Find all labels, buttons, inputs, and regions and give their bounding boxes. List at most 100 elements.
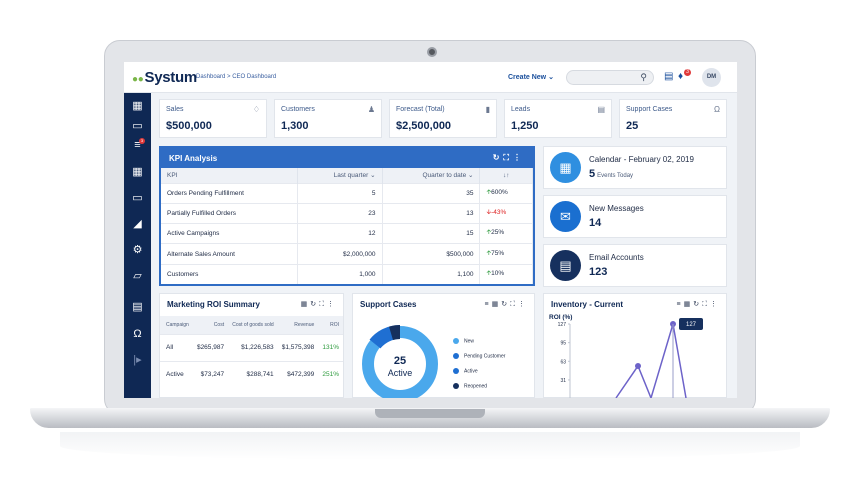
calendar-icon: ▦ [550,152,581,183]
refresh-icon[interactable]: ↻ [492,153,504,162]
arrow-up-icon: 🡩 [486,249,492,257]
change-value: 10% [491,270,505,278]
app-logo[interactable]: ●●Systum [132,69,197,86]
refresh-icon[interactable]: ↻ [693,301,703,308]
col-revenue[interactable]: Revenue [277,316,319,334]
mail-icon: ✉ [550,201,581,232]
refresh-icon[interactable]: ↻ [310,301,320,308]
cell: $265,987 [192,333,229,361]
expand-icon[interactable]: ⛶ [510,301,518,308]
roi-tools[interactable]: ▦↻⛶⋮ [301,300,337,309]
table-row[interactable]: Alternate Sales Amount $2,000,000 $500,000… [161,243,533,265]
keyboard-icon: ▤ [597,105,605,114]
document-icon[interactable]: ▤ [664,71,674,82]
box-icon[interactable]: ▭ [132,192,143,204]
table-row[interactable]: All $265,987 $1,226,583 $1,575,398 131% [160,333,343,361]
calendar-icon[interactable]: ▦ [683,301,694,308]
more-icon[interactable]: ⋮ [710,301,720,308]
list-icon[interactable]: ≡ [676,301,684,308]
card-title: Calendar - February 02, 2019 [589,155,694,164]
stat-label: Customers [281,106,315,113]
stat-label: Leads [511,106,531,113]
table-row[interactable]: Partially Fulfilled Orders 23 13 🡫-43% [161,202,533,224]
grid-icon[interactable]: ▦ [132,100,143,112]
search-input[interactable]: ⚲ [566,70,654,85]
stat-label: Support Cases [626,106,673,113]
calendar-icon[interactable]: ▦ [300,301,311,308]
headset-icon[interactable]: Ω [133,328,142,340]
table-row[interactable]: Orders Pending Fulfillment 5 35 🡩600% [161,182,533,204]
card-icon[interactable]: ▤ [132,301,143,313]
cell: $1,575,398 [277,333,319,361]
expand-icon[interactable]: ⛶ [503,153,513,162]
table-row[interactable]: Active $73,247 $288,741 $472,399 251% [160,360,343,388]
more-icon[interactable]: ⋮ [513,153,525,162]
laptop-notch [375,409,485,418]
calendar-icon[interactable]: ▦ [491,301,502,308]
arrow-up-icon: 🡩 [486,229,492,237]
table-icon[interactable]: ▦ [132,166,143,178]
messages-card[interactable]: ✉ New Messages 14 [543,195,727,238]
more-icon[interactable]: ⋮ [518,301,528,308]
notification-badge: 3 [684,69,691,76]
col-roi[interactable]: ROI [318,316,343,334]
collapse-icon[interactable]: |▸ [133,354,142,366]
inventory-tools[interactable]: ≡▦↻⛶⋮ [677,300,721,309]
stat-value: 1,300 [281,120,309,132]
more-icon[interactable]: ⋮ [327,301,337,308]
legend-label: Reopened [464,383,488,390]
col-kpi[interactable]: KPI [161,168,299,183]
inventory-title: Inventory - Current [551,300,624,309]
stat-card-leads[interactable]: Leads 1,250 ▤ [504,99,612,138]
expand-icon[interactable]: ⛶ [702,301,710,308]
cell: 1,000 [297,263,383,285]
laptop-reflection [60,432,800,460]
bell-icon[interactable]: ♦ [678,71,684,82]
legend-item[interactable]: Active [453,368,478,374]
tick-label: 63 [560,359,566,365]
donut-center-value: 25 [394,355,406,367]
legend-item[interactable]: Reopened [453,383,487,389]
card-subtitle: Events Today [597,173,634,179]
storefront-icon[interactable]: ▱ [133,270,142,282]
stat-card-forecast[interactable]: Forecast (Total) $2,500,000 ▮ [389,99,497,138]
col-change[interactable]: ↓↑ [479,168,533,183]
folder-icon[interactable]: ▭ [132,120,143,132]
col-cost[interactable]: Cost [192,316,229,334]
stat-card-sales[interactable]: Sales $500,000 ♢ [159,99,267,138]
table-row[interactable]: Customers 1,000 1,100 🡩10% [161,263,533,285]
create-new-button[interactable]: Create New ⌄ [508,74,554,81]
search-icon[interactable]: ⚲ [640,72,647,82]
chart-icon[interactable]: ◢ [133,218,142,230]
tasks-icon[interactable]: ≡ 3 [134,138,145,151]
legend-dot [453,338,459,344]
email-accounts-card[interactable]: ▤ Email Accounts 123 [543,244,727,287]
legend-label: Pending Customer [464,353,506,360]
delivery-icon[interactable]: ⚙ [132,244,143,256]
list-icon[interactable]: ≡ [484,301,492,308]
legend-item[interactable]: New [453,338,474,344]
legend-label: Active [464,368,478,375]
cell: Active [160,360,193,388]
legend-item[interactable]: Pending Customer [453,353,505,359]
cell: $73,247 [192,360,229,388]
calendar-card[interactable]: ▦ Calendar - February 02, 2019 5 Events T… [543,146,727,189]
col-campaign[interactable]: Campaign [160,316,193,334]
users-icon: ♟ [367,105,375,114]
support-tools[interactable]: ≡▦↻⛶⋮ [485,300,529,309]
stat-card-customers[interactable]: Customers 1,300 ♟ [274,99,382,138]
stat-card-support[interactable]: Support Cases 25 Ω [619,99,727,138]
dashboard-screen: ●●Systum Dashboard > CEO Dashboard Creat… [124,62,737,398]
table-row[interactable]: Active Campaigns 12 15 🡩25% [161,223,533,244]
col-cogs[interactable]: Cost of goods sold [228,316,278,334]
col-quarter-to-date[interactable]: Quarter to date ⌄ [382,168,481,183]
col-last-quarter[interactable]: Last quarter ⌄ [297,168,383,183]
expand-icon[interactable]: ⛶ [319,301,327,308]
donut-segment-reopened[interactable] [389,325,401,341]
avatar[interactable]: DM [702,68,721,87]
breadcrumb[interactable]: Dashboard > CEO Dashboard [196,74,277,80]
refresh-icon[interactable]: ↻ [501,301,511,308]
stat-value: 1,250 [511,120,539,132]
cell: 131% [318,333,343,361]
kpi-tools[interactable]: ↻⛶⋮ [493,153,525,163]
